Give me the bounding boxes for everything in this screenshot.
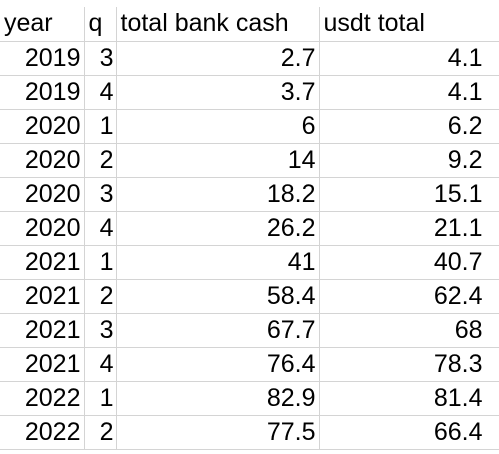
table-row: 2021 2 58.4 62.4 bbox=[0, 279, 499, 314]
cell-q[interactable]: 2 bbox=[84, 279, 117, 314]
cell-total-bank-cash[interactable]: 2.7 bbox=[116, 41, 320, 76]
cell-total-bank-cash[interactable]: 3.7 bbox=[116, 75, 320, 110]
cell-usdt-total[interactable]: 62.4 bbox=[319, 279, 499, 314]
cell-usdt-total[interactable]: 66.4 bbox=[319, 415, 499, 450]
cell-q[interactable]: 3 bbox=[84, 177, 117, 212]
table-row: 2022 1 82.9 81.4 bbox=[0, 381, 499, 416]
cell-q[interactable]: 3 bbox=[84, 41, 117, 76]
table-row: 2021 1 41 40.7 bbox=[0, 245, 499, 280]
header-cell-q[interactable]: q bbox=[84, 7, 117, 42]
cell-total-bank-cash[interactable]: 58.4 bbox=[116, 279, 320, 314]
header-cell-usdt-total[interactable]: usdt total bbox=[319, 7, 499, 42]
table-row: 2020 4 26.2 21.1 bbox=[0, 211, 499, 246]
cell-year[interactable]: 2021 bbox=[0, 279, 85, 314]
header-row: year q total bank cash usdt total bbox=[0, 7, 499, 42]
cell-q[interactable]: 4 bbox=[84, 347, 117, 382]
cell-usdt-total[interactable]: 6.2 bbox=[319, 109, 499, 144]
cell-total-bank-cash[interactable]: 41 bbox=[116, 245, 320, 280]
cell-year[interactable]: 2022 bbox=[0, 415, 85, 450]
cell-year[interactable]: 2019 bbox=[0, 75, 85, 110]
cell-total-bank-cash[interactable]: 77.5 bbox=[116, 415, 320, 450]
table-row: 2021 3 67.7 68 bbox=[0, 313, 499, 348]
cell-year[interactable]: 2021 bbox=[0, 313, 85, 348]
cell-q[interactable]: 1 bbox=[84, 109, 117, 144]
cell-q[interactable]: 4 bbox=[84, 75, 117, 110]
table-row: 2020 2 14 9.2 bbox=[0, 143, 499, 178]
cell-year[interactable]: 2020 bbox=[0, 109, 85, 144]
cell-year[interactable]: 2020 bbox=[0, 211, 85, 246]
cell-year[interactable]: 2020 bbox=[0, 177, 85, 212]
cell-q[interactable]: 1 bbox=[84, 245, 117, 280]
cell-total-bank-cash[interactable]: 26.2 bbox=[116, 211, 320, 246]
cell-usdt-total[interactable]: 40.7 bbox=[319, 245, 499, 280]
table-row: 2019 4 3.7 4.1 bbox=[0, 75, 499, 110]
cell-total-bank-cash[interactable]: 76.4 bbox=[116, 347, 320, 382]
header-cell-year[interactable]: year bbox=[0, 7, 85, 42]
data-table: year q total bank cash usdt total 2019 3… bbox=[0, 7, 499, 450]
cell-usdt-total[interactable]: 4.1 bbox=[319, 75, 499, 110]
table-row: 2020 3 18.2 15.1 bbox=[0, 177, 499, 212]
cell-q[interactable]: 2 bbox=[84, 415, 117, 450]
cell-usdt-total[interactable]: 81.4 bbox=[319, 381, 499, 416]
cell-year[interactable]: 2021 bbox=[0, 347, 85, 382]
header-cell-total-bank-cash[interactable]: total bank cash bbox=[116, 7, 320, 42]
cell-usdt-total[interactable]: 21.1 bbox=[319, 211, 499, 246]
table-row: 2021 4 76.4 78.3 bbox=[0, 347, 499, 382]
cell-total-bank-cash[interactable]: 67.7 bbox=[116, 313, 320, 348]
cell-total-bank-cash[interactable]: 6 bbox=[116, 109, 320, 144]
cell-total-bank-cash[interactable]: 14 bbox=[116, 143, 320, 178]
table-row: 2020 1 6 6.2 bbox=[0, 109, 499, 144]
cell-year[interactable]: 2020 bbox=[0, 143, 85, 178]
cell-q[interactable]: 3 bbox=[84, 313, 117, 348]
table-row: 2019 3 2.7 4.1 bbox=[0, 41, 499, 76]
cell-usdt-total[interactable]: 9.2 bbox=[319, 143, 499, 178]
cell-year[interactable]: 2021 bbox=[0, 245, 85, 280]
cell-total-bank-cash[interactable]: 82.9 bbox=[116, 381, 320, 416]
cell-total-bank-cash[interactable]: 18.2 bbox=[116, 177, 320, 212]
cell-usdt-total[interactable]: 68 bbox=[319, 313, 499, 348]
cell-q[interactable]: 4 bbox=[84, 211, 117, 246]
cell-q[interactable]: 2 bbox=[84, 143, 117, 178]
cell-year[interactable]: 2022 bbox=[0, 381, 85, 416]
cell-year[interactable]: 2019 bbox=[0, 41, 85, 76]
table-row: 2022 2 77.5 66.4 bbox=[0, 415, 499, 450]
cell-q[interactable]: 1 bbox=[84, 381, 117, 416]
cell-usdt-total[interactable]: 4.1 bbox=[319, 41, 499, 76]
cell-usdt-total[interactable]: 78.3 bbox=[319, 347, 499, 382]
cell-usdt-total[interactable]: 15.1 bbox=[319, 177, 499, 212]
